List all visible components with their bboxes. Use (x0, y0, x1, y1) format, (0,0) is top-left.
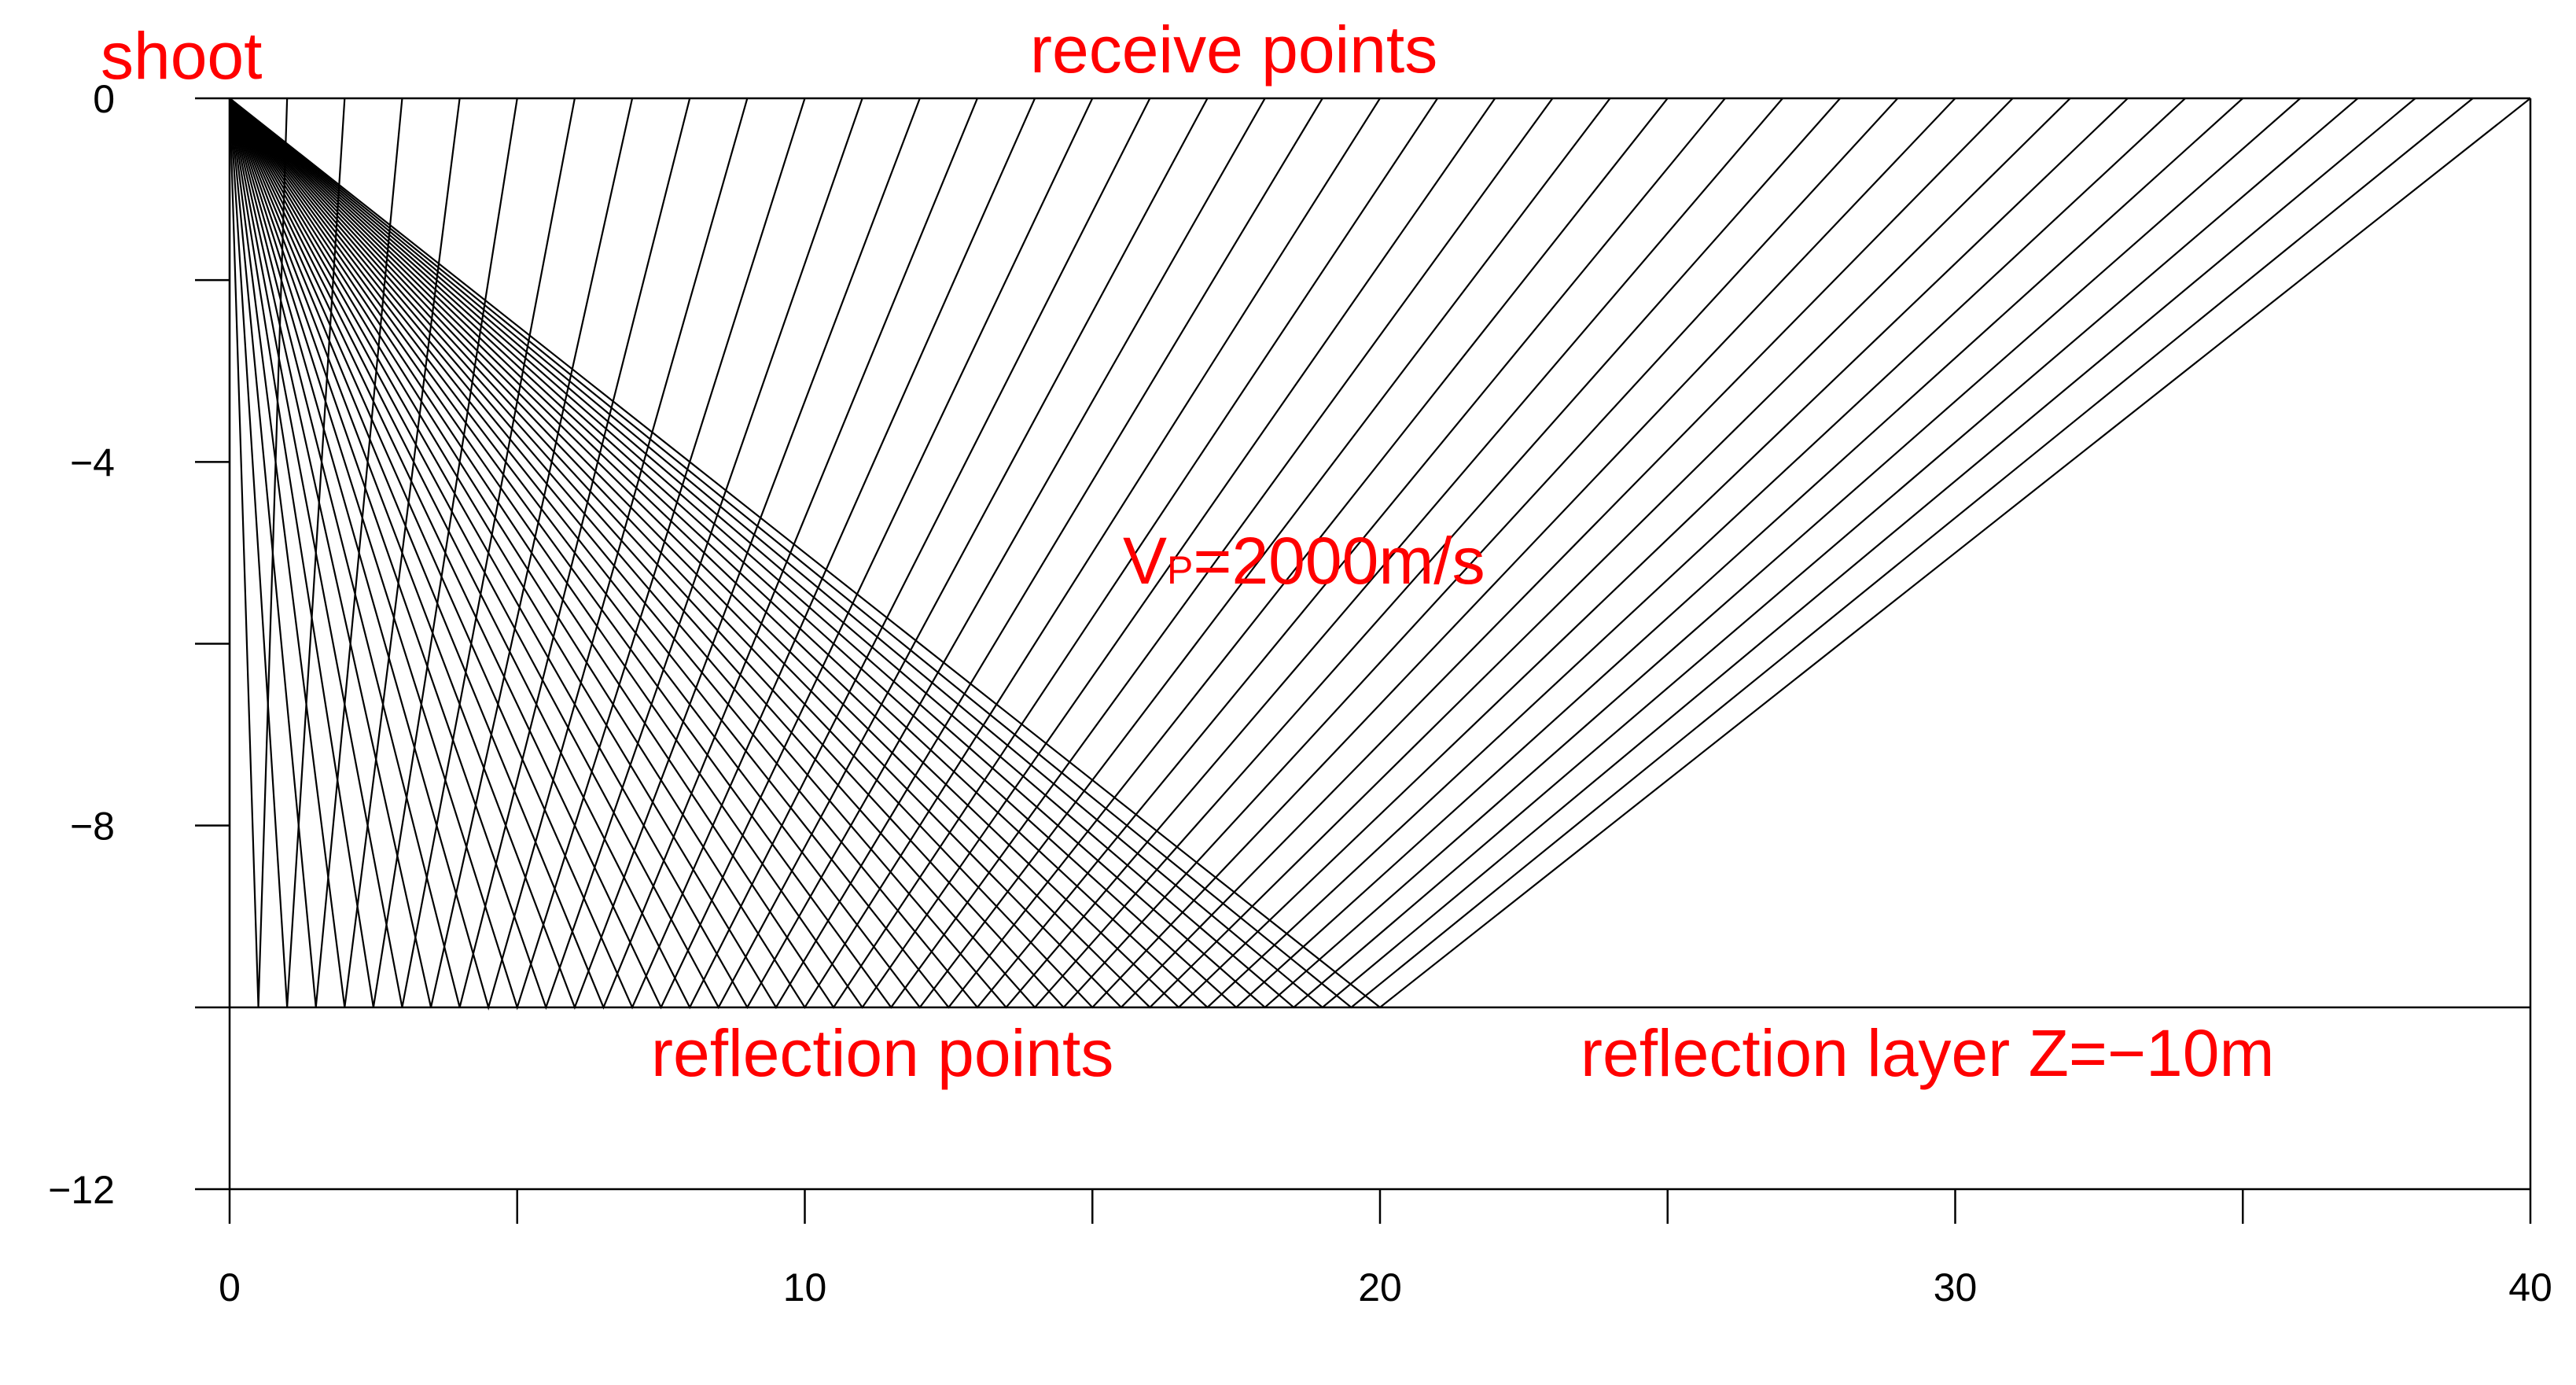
x-tick-label: 40 (2508, 1265, 2552, 1309)
y-tick-label: −4 (70, 440, 115, 484)
ray-path (229, 98, 2014, 1009)
x-tick-label: 0 (219, 1265, 241, 1309)
y-tick-label: 0 (93, 77, 115, 121)
x-tick-label: 20 (1358, 1265, 1402, 1309)
receive-points-label: receive points (1030, 13, 1437, 87)
velocity-value: =2000m/s (1193, 524, 1485, 598)
velocity-prefix: V (1123, 524, 1167, 598)
velocity-subscript: P (1167, 548, 1193, 592)
axis-ticks (195, 97, 2532, 1224)
y-tick-label: −12 (48, 1168, 115, 1212)
ray-path (229, 98, 1726, 1009)
reflection-layer-label: reflection layer Z=−10m (1581, 1016, 2274, 1090)
ray-path (229, 98, 1899, 1009)
x-tick-label: 10 (783, 1265, 827, 1309)
shoot-label: shoot (101, 19, 263, 93)
velocity-label: VP=2000m/s (1123, 524, 1485, 598)
reflection-points-label: reflection points (651, 1016, 1113, 1090)
axis-tick-labels: 0 10 20 30 40 0 −4 −8 −12 (48, 77, 2552, 1309)
x-tick-label: 30 (1934, 1265, 1978, 1309)
y-tick-label: −8 (70, 805, 115, 849)
ray-path (229, 98, 1842, 1009)
